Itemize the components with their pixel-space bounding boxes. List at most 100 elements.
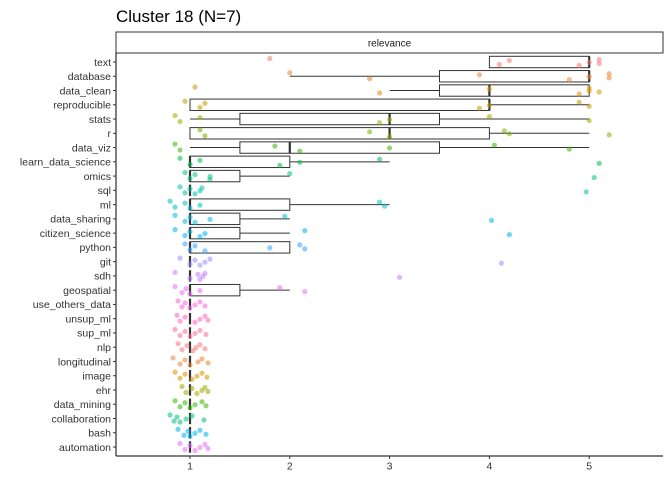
point-sdh xyxy=(172,269,178,275)
point-r xyxy=(367,129,373,135)
point-data_sharing xyxy=(282,213,288,219)
point-data_viz xyxy=(177,147,183,153)
point-stats xyxy=(172,112,178,119)
point-geospatial xyxy=(302,289,308,295)
point-ml xyxy=(187,205,193,211)
point-data_mining xyxy=(203,403,209,409)
point-automation xyxy=(202,441,208,448)
point-omics xyxy=(192,171,198,178)
point-bash xyxy=(187,433,193,439)
point-longitudinal xyxy=(195,359,201,365)
point-r xyxy=(506,131,512,137)
point-sql xyxy=(187,186,193,192)
y-tick-label: ehr xyxy=(96,385,112,397)
point-sql xyxy=(583,189,589,195)
point-text xyxy=(506,57,512,64)
point-python xyxy=(202,248,208,254)
y-tick-label: sdh xyxy=(94,271,111,283)
point-reproducible xyxy=(486,102,492,108)
point-sup_ml xyxy=(197,327,203,334)
point-text xyxy=(596,56,602,63)
point-automation xyxy=(197,444,203,451)
point-geospatial xyxy=(197,288,203,294)
y-tick-label: r xyxy=(108,128,112,140)
point-sql xyxy=(177,184,183,190)
point-citizen_science xyxy=(172,227,178,233)
point-collaboration xyxy=(201,417,207,423)
point-unsup_ml xyxy=(202,313,208,319)
point-nlp xyxy=(184,343,190,349)
point-python xyxy=(297,242,303,248)
point-collaboration xyxy=(167,412,173,418)
point-text xyxy=(586,59,592,66)
box-ml xyxy=(189,198,291,211)
box-reproducible xyxy=(189,98,490,111)
point-automation xyxy=(205,445,211,452)
point-git xyxy=(177,255,183,261)
point-text xyxy=(576,62,582,69)
point-stats xyxy=(197,114,203,121)
point-collaboration xyxy=(171,418,177,424)
box-stats xyxy=(239,112,440,126)
point-reproducible xyxy=(197,104,203,110)
point-data_clean xyxy=(596,89,602,95)
point-text xyxy=(596,60,602,67)
point-sql xyxy=(192,191,198,197)
y-tick-label: unsup_ml xyxy=(65,313,111,325)
point-data_viz xyxy=(172,141,178,147)
point-python xyxy=(187,247,193,253)
point-longitudinal xyxy=(182,357,188,363)
point-learn_data_science xyxy=(197,157,203,163)
point-bash xyxy=(181,432,187,438)
point-image xyxy=(177,375,183,381)
y-tick-label: use_others_data xyxy=(33,299,111,311)
point-automation xyxy=(187,442,193,449)
point-database xyxy=(606,71,612,77)
point-reproducible xyxy=(586,103,592,109)
point-data_viz xyxy=(566,146,572,152)
point-data_clean xyxy=(486,86,492,92)
point-citizen_science xyxy=(197,234,203,240)
point-collaboration xyxy=(177,419,183,425)
point-unsup_ml xyxy=(197,316,203,322)
x-tick-label: 3 xyxy=(387,461,393,473)
point-sup_ml xyxy=(172,326,178,333)
x-tick-label: 5 xyxy=(586,461,592,473)
box-data_viz xyxy=(239,141,440,154)
point-data_mining xyxy=(199,399,205,405)
point-reproducible xyxy=(202,100,208,106)
box-omics xyxy=(189,169,241,183)
point-image xyxy=(189,376,195,382)
point-learn_data_science xyxy=(187,161,193,167)
point-git xyxy=(187,261,193,267)
y-tick-label: ml xyxy=(100,199,111,211)
point-stats xyxy=(387,116,393,123)
point-bash xyxy=(175,426,181,432)
point-data_sharing xyxy=(192,219,198,225)
point-learn_data_science xyxy=(297,159,303,165)
point-ehr xyxy=(194,390,200,397)
point-r xyxy=(197,127,203,133)
point-data_viz xyxy=(491,142,497,148)
point-data_mining xyxy=(182,400,188,406)
point-git xyxy=(498,260,504,266)
point-unsup_ml xyxy=(177,318,183,324)
point-ml xyxy=(172,204,178,210)
point-use_others_data xyxy=(197,299,203,305)
point-image xyxy=(182,371,188,377)
point-sdh xyxy=(187,275,193,281)
point-image xyxy=(199,370,205,376)
y-tick-label: data_sharing xyxy=(50,214,111,226)
point-ml xyxy=(197,202,203,208)
point-stats xyxy=(586,117,592,124)
point-sql xyxy=(199,185,205,191)
point-sup_ml xyxy=(177,332,183,339)
point-database xyxy=(566,77,572,83)
point-python xyxy=(302,246,308,252)
point-text xyxy=(267,55,273,62)
point-data_sharing xyxy=(182,218,188,224)
y-tick-label: data_clean xyxy=(60,85,112,97)
point-python xyxy=(267,245,273,251)
y-tick-label: sup_ml xyxy=(77,328,111,340)
